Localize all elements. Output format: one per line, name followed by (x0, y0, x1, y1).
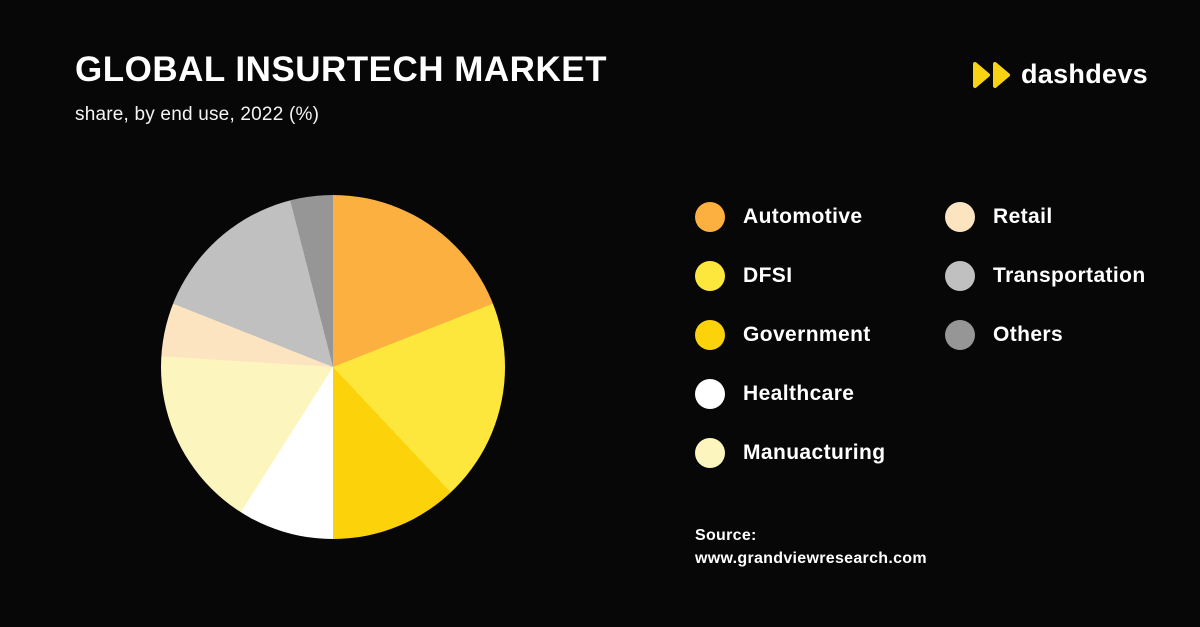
legend-label-dfsi: DFSI (743, 264, 793, 287)
legend-swatch-healthcare (695, 379, 725, 409)
legend-swatch-automotive (695, 202, 725, 232)
legend-label-manuacturing: Manuacturing (743, 441, 886, 464)
legend-label-automotive: Automotive (743, 205, 863, 228)
legend-column-right: Retail Transportation Others (945, 202, 1146, 379)
source-note: Source: www.grandviewresearch.com (695, 524, 927, 570)
pie-chart (161, 195, 505, 539)
logo-text: dashdevs (1021, 59, 1148, 89)
legend-item-healthcare: Healthcare (695, 379, 885, 409)
page-title: GLOBAL INSURTECH MARKET (75, 50, 607, 89)
legend-label-others: Others (993, 323, 1064, 346)
legend-item-transportation: Transportation (945, 261, 1146, 291)
legend-column-left: Automotive DFSI Government Healthcare Ma… (695, 202, 885, 497)
legend-swatch-manuacturing (695, 438, 725, 468)
legend-item-government: Government (695, 320, 885, 350)
double-play-triangles-icon (973, 61, 1010, 88)
legend-swatch-others (945, 320, 975, 350)
legend-swatch-retail (945, 202, 975, 232)
dashdevs-logo: dashdevs (972, 59, 1148, 90)
legend-item-retail: Retail (945, 202, 1146, 232)
legend-label-government: Government (743, 323, 871, 346)
legend-swatch-dfsi (695, 261, 725, 291)
legend-label-healthcare: Healthcare (743, 382, 855, 405)
legend-swatch-transportation (945, 261, 975, 291)
header: GLOBAL INSURTECH MARKET share, by end us… (75, 50, 607, 126)
legend-label-retail: Retail (993, 205, 1053, 228)
legend-label-transportation: Transportation (993, 264, 1146, 287)
source-label: Source: (695, 527, 757, 544)
legend-item-manuacturing: Manuacturing (695, 438, 885, 468)
legend-item-others: Others (945, 320, 1146, 350)
legend-item-automotive: Automotive (695, 202, 885, 232)
source-url: www.grandviewresearch.com (695, 550, 927, 567)
page-subtitle: share, by end use, 2022 (%) (75, 103, 320, 125)
legend-swatch-government (695, 320, 725, 350)
legend-item-dfsi: DFSI (695, 261, 885, 291)
